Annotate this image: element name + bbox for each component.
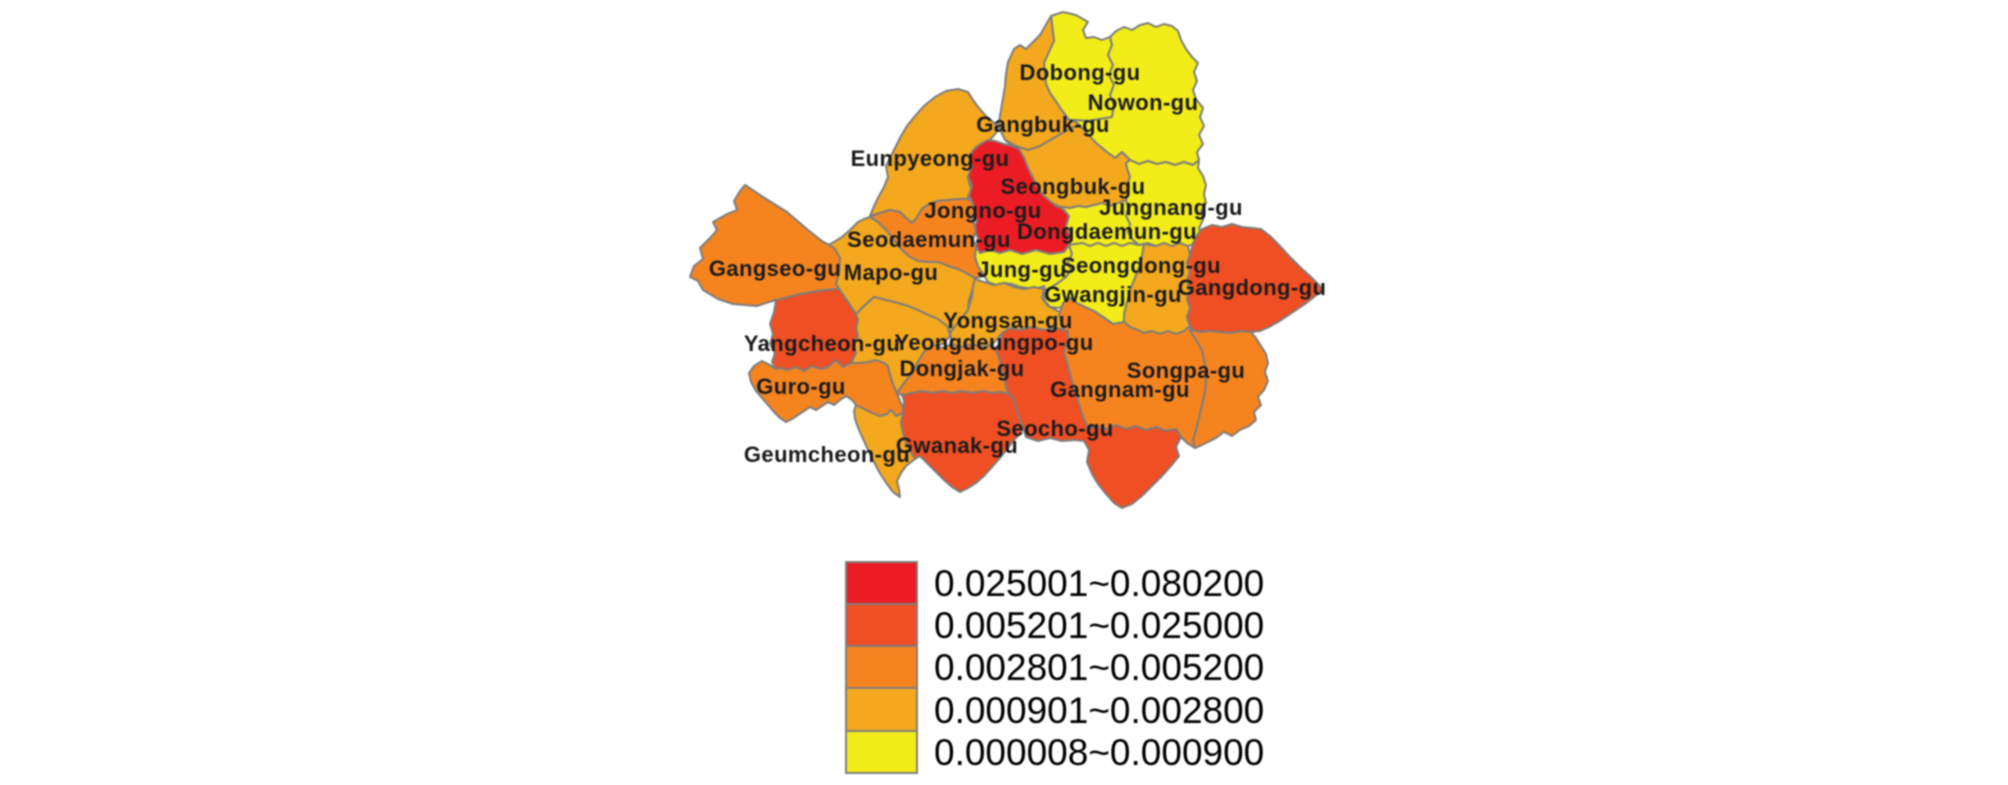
svg-text:Gangbuk-gu: Gangbuk-gu: [976, 112, 1110, 137]
svg-text:Gangnam-gu: Gangnam-gu: [1050, 377, 1190, 402]
svg-text:Jungnang-gu: Jungnang-gu: [1099, 195, 1243, 220]
svg-text:Gwanak-gu: Gwanak-gu: [896, 433, 1018, 458]
svg-text:Songpa-gu: Songpa-gu: [1127, 358, 1245, 383]
svg-text:Jung-gu: Jung-gu: [977, 257, 1067, 282]
svg-text:Seongbuk-gu: Seongbuk-gu: [1001, 174, 1146, 199]
svg-text:Guro-gu: Guro-gu: [756, 374, 846, 399]
svg-text:Gangseo-gu: Gangseo-gu: [709, 256, 841, 281]
svg-text:Mapo-gu: Mapo-gu: [844, 260, 938, 285]
svg-text:Jongno-gu: Jongno-gu: [924, 198, 1041, 223]
svg-text:0.000008~0.000900: 0.000008~0.000900: [934, 732, 1264, 773]
svg-text:Seodaemun-gu: Seodaemun-gu: [847, 227, 1011, 252]
svg-text:Geumcheon-gu: Geumcheon-gu: [744, 442, 910, 467]
svg-text:Seocho-gu: Seocho-gu: [996, 416, 1113, 441]
svg-text:Yangcheon-gu: Yangcheon-gu: [744, 331, 900, 356]
svg-text:Dobong-gu: Dobong-gu: [1020, 60, 1141, 85]
svg-text:Dongjak-gu: Dongjak-gu: [900, 356, 1025, 381]
svg-text:Seongdong-gu: Seongdong-gu: [1061, 253, 1221, 278]
svg-text:Yeongdeungpo-gu: Yeongdeungpo-gu: [894, 330, 1093, 355]
svg-text:Gwangjin-gu: Gwangjin-gu: [1044, 282, 1182, 307]
svg-text:0.000901~0.002800: 0.000901~0.002800: [934, 690, 1264, 731]
svg-text:0.005201~0.025000: 0.005201~0.025000: [934, 605, 1264, 646]
svg-text:Nowon-gu: Nowon-gu: [1088, 90, 1199, 115]
svg-text:0.025001~0.080200: 0.025001~0.080200: [934, 563, 1264, 604]
svg-text:Eunpyeong-gu: Eunpyeong-gu: [851, 146, 1010, 171]
svg-text:0.002801~0.005200: 0.002801~0.005200: [934, 647, 1264, 688]
svg-text:Yongsan-gu: Yongsan-gu: [943, 308, 1072, 333]
svg-text:Gangdong-gu: Gangdong-gu: [1178, 275, 1327, 300]
svg-text:Dongdaemun-gu: Dongdaemun-gu: [1017, 219, 1197, 244]
